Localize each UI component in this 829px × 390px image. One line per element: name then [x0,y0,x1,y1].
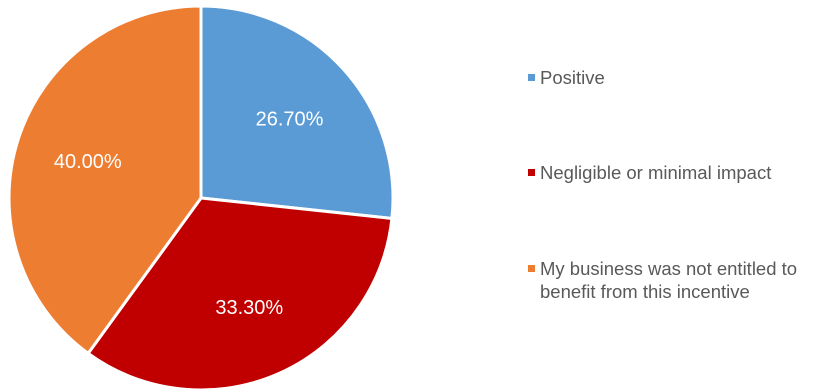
legend-item-positive: Positive [528,66,818,89]
pie-slices [7,4,395,390]
legend-item-not-entitled: My business was not entitled to benefit … [528,257,818,303]
legend-item-negligible: Negligible or minimal impact [528,161,818,184]
legend-label-negligible: Negligible or minimal impact [540,162,772,183]
legend-swatch-negligible [528,169,535,176]
data-label-not-entitled: 40.00% [54,151,122,173]
pie-data-labels: 26.70% 33.30% 40.00% [54,108,324,318]
legend-label-positive: Positive [540,67,605,88]
legend-swatch-not-entitled [528,265,535,272]
data-label-negligible: 33.30% [215,297,283,319]
legend-label-not-entitled: My business was not entitled to benefit … [540,258,798,302]
legend-swatch-positive [528,74,535,81]
data-label-positive: 26.70% [256,108,324,130]
pie-slice-negligible [86,196,394,390]
pie-slice-positive [199,4,395,220]
chart-legend: Positive Negligible or minimal impact My… [528,0,828,390]
pie-slice-not-entitled [7,4,203,355]
